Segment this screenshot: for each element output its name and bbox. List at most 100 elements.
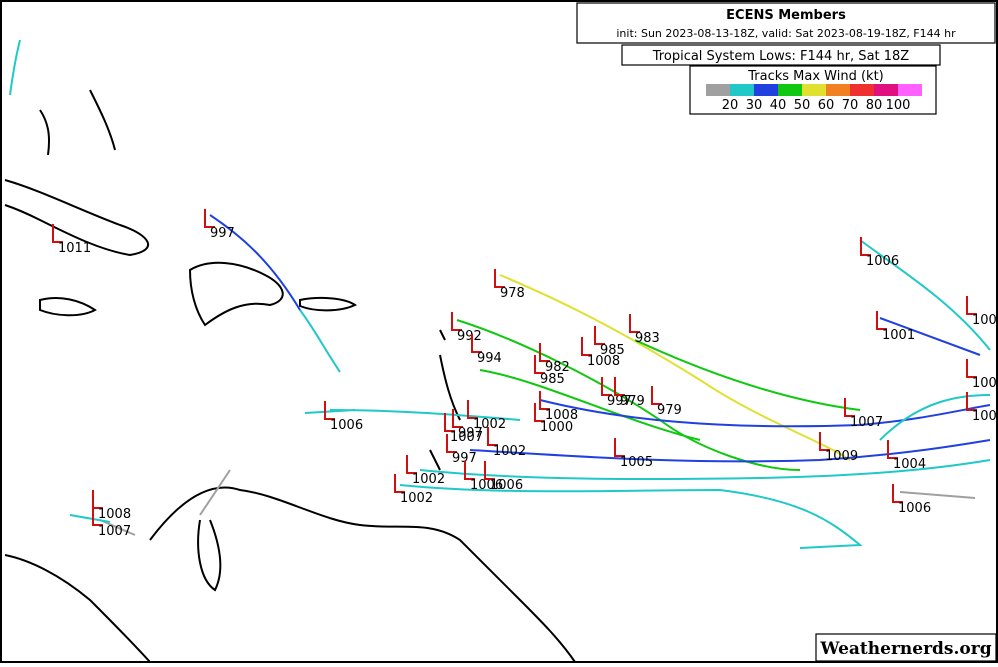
low-marker xyxy=(614,377,625,396)
tracks xyxy=(9,39,991,549)
low-pressure: 1007 xyxy=(850,415,883,430)
low-marker xyxy=(614,438,625,457)
legend-swatch xyxy=(826,84,850,96)
low-pressure: 1002 xyxy=(493,444,526,459)
legend-label: 20 xyxy=(722,98,739,113)
low-pressure: 997 xyxy=(210,226,235,241)
low-marker xyxy=(467,400,478,419)
low-pressure: 1006 xyxy=(330,418,363,433)
low-marker xyxy=(452,409,463,428)
low-pressure: 997 xyxy=(452,451,477,466)
low-pressure: 1006 xyxy=(470,478,503,493)
low-marker xyxy=(484,461,495,480)
low-pressure: 1005 xyxy=(620,455,653,470)
credit: Weathernerds.org xyxy=(819,639,991,659)
low-pressure: 100 xyxy=(972,409,997,424)
low-pressure: 100 xyxy=(972,313,997,328)
legend-label: 80 xyxy=(866,98,883,113)
low-marker xyxy=(539,343,550,362)
low-marker xyxy=(539,391,550,410)
low-marker xyxy=(92,507,103,526)
low-marker xyxy=(324,401,335,420)
low-pressure: 997 xyxy=(458,426,483,441)
low-marker xyxy=(444,413,455,432)
low-pressure: 985 xyxy=(600,343,625,358)
low-marker xyxy=(446,434,457,453)
low-marker xyxy=(534,403,545,422)
low-marker xyxy=(892,484,903,503)
low-marker xyxy=(471,334,482,353)
low-pressure: 997 xyxy=(607,394,632,409)
low-marker xyxy=(52,224,63,243)
low-marker xyxy=(451,312,462,331)
coastlines xyxy=(4,89,576,663)
low-pressure: 1002 xyxy=(400,491,433,506)
low-marker xyxy=(204,209,215,228)
legend-swatch xyxy=(898,84,922,96)
low-marker xyxy=(876,311,887,330)
low-marker xyxy=(494,269,505,288)
legend-label: 40 xyxy=(770,98,787,113)
low-pressure: 1007 xyxy=(98,524,131,539)
legend-swatch xyxy=(754,84,778,96)
low-pressure: 1009 xyxy=(825,449,858,464)
low-pressure: 985 xyxy=(540,372,565,387)
legend-label: 60 xyxy=(818,98,835,113)
low-pressure: 1002 xyxy=(473,417,506,432)
low-pressure: 1001 xyxy=(882,328,915,343)
low-marker xyxy=(966,296,977,315)
low-marker xyxy=(464,461,475,480)
low-marker xyxy=(581,337,592,356)
low-pressure: 1008 xyxy=(98,507,131,522)
low-marker xyxy=(534,355,545,374)
low-pressure: 979 xyxy=(657,403,682,418)
legend: 20 30 40 50 60 70 80 100 xyxy=(706,84,922,113)
title: ECENS Members xyxy=(726,8,846,23)
legend-swatch xyxy=(850,84,874,96)
legend-label: 70 xyxy=(842,98,859,113)
low-pressure: 978 xyxy=(500,286,525,301)
low-marker xyxy=(406,455,417,474)
low-marker xyxy=(887,440,898,459)
low-pressure: 982 xyxy=(545,360,570,375)
legend-swatch xyxy=(874,84,898,96)
low-pressure: 983 xyxy=(635,331,660,346)
credit-box xyxy=(815,633,997,662)
low-pressure: 1007 xyxy=(450,430,483,445)
legend-swatch xyxy=(802,84,826,96)
low-marker xyxy=(966,392,977,411)
low-pressure: 1011 xyxy=(58,241,91,256)
low-marker xyxy=(394,474,405,493)
low-marker xyxy=(860,237,871,256)
low-pressure: 1008 xyxy=(587,354,620,369)
low-marker xyxy=(844,398,855,417)
legend-label: 100 xyxy=(886,98,911,113)
low-pressure: 979 xyxy=(620,394,645,409)
legend-swatch xyxy=(778,84,802,96)
low-pressure: 1004 xyxy=(893,457,926,472)
low-marker xyxy=(629,314,640,333)
title-box xyxy=(576,2,996,44)
low-marker xyxy=(601,377,612,396)
lows-title: Tropical System Lows: F144 hr, Sat 18Z xyxy=(652,49,910,64)
low-pressure: 1002 xyxy=(412,472,445,487)
low-pressure: 992 xyxy=(457,329,482,344)
low-pressure: 1006 xyxy=(898,501,931,516)
legend-swatch xyxy=(706,84,730,96)
legend-swatch xyxy=(730,84,754,96)
subtitle: init: Sun 2023-08-13-18Z, valid: Sat 202… xyxy=(616,27,956,40)
low-pressure: 1008 xyxy=(545,408,578,423)
low-pressure: 994 xyxy=(477,351,502,366)
low-pressure: 100 xyxy=(972,376,997,391)
lows-title-box xyxy=(621,44,941,66)
legend-label: 50 xyxy=(794,98,811,113)
low-marker xyxy=(651,386,662,405)
low-pressure: 1006 xyxy=(866,254,899,269)
legend-title: Tracks Max Wind (kt) xyxy=(747,69,884,84)
low-marker xyxy=(819,432,830,451)
low-pressure: 1006 xyxy=(490,478,523,493)
low-marker xyxy=(594,326,605,345)
low-pressure: 1000 xyxy=(540,420,573,435)
